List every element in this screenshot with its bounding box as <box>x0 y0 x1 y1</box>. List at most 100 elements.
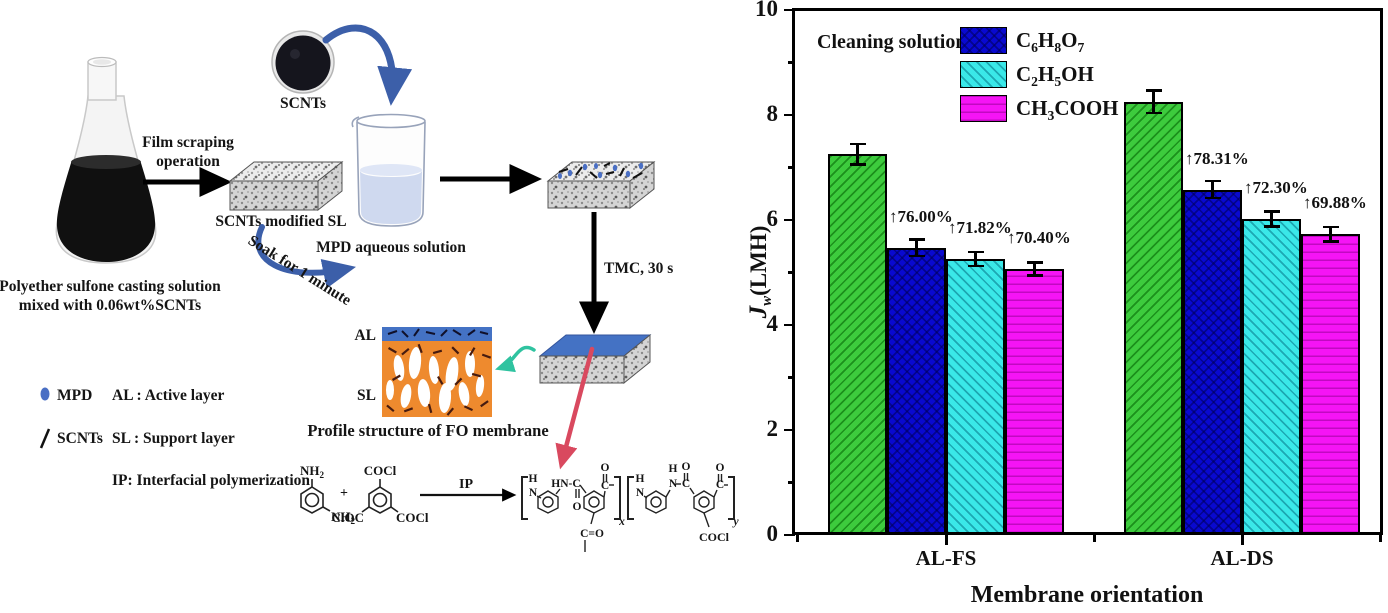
x-boundary-tick <box>796 535 799 542</box>
error-bar-cap-top <box>908 238 925 241</box>
error-bar-cap-top <box>1204 179 1221 183</box>
legend-swatch-c6h8o7 <box>960 27 1007 54</box>
tmc-molecule <box>361 479 399 514</box>
error-bar <box>1033 262 1036 276</box>
scnts-modified-sl-label: SCNTs modified SL <box>215 213 346 230</box>
flask-caption-line1: Polyether sulfone casting solution <box>0 278 221 295</box>
prod-o3: O <box>682 461 691 473</box>
x-major-tick <box>944 535 948 545</box>
recovery-annotation: ↑69.88% <box>1303 193 1367 213</box>
prod-c3: C <box>716 479 724 491</box>
prod-h3: H <box>669 463 678 475</box>
x-axis-title: Membrane orientation <box>970 582 1204 608</box>
chemistry-pointer-arrow <box>555 346 595 470</box>
prod-n1: N <box>529 487 538 499</box>
bar-AL-DS-s1 <box>1183 189 1242 535</box>
sl-layer-label: SL <box>357 387 376 404</box>
scnts-dashes <box>558 162 643 179</box>
prod-hnc: HN-C <box>551 478 580 490</box>
key-sl: SL : Support layer <box>112 430 235 447</box>
bar-AL-DS-s0 <box>1124 101 1183 535</box>
x-category-label: AL-DS <box>1210 546 1274 570</box>
key-scnts: SCNTs <box>57 430 103 447</box>
mpd-nh2-bottom: NH2 <box>331 509 356 526</box>
y-major-tick <box>784 113 795 117</box>
prod-o2: O <box>601 462 610 474</box>
scnts-powder <box>271 30 335 94</box>
tmc-label: TMC, 30 s <box>604 260 673 277</box>
tmc-cocl-right: COCl <box>396 510 429 525</box>
y-tick-label: 2 <box>766 416 779 441</box>
y-minor-tick <box>788 376 795 379</box>
error-bar-cap-bottom <box>849 163 866 166</box>
prod-c1: C <box>601 480 609 492</box>
y-major-tick <box>784 8 795 12</box>
y-tick-label: 10 <box>755 0 778 21</box>
prod-o1: O <box>573 501 582 513</box>
profile-caption: Profile structure of FO membrane <box>307 421 548 440</box>
legend-swatch-ch3cooh <box>960 95 1007 122</box>
error-bar <box>915 239 918 257</box>
error-bar <box>1329 226 1332 242</box>
error-bar-cap-top <box>967 250 984 253</box>
error-bar <box>1211 180 1214 199</box>
y-major-tick <box>784 533 795 537</box>
y-tick-label: 0 <box>766 521 779 546</box>
y-minor-tick <box>788 61 795 64</box>
x-major-tick <box>1240 535 1244 545</box>
y-major-tick <box>784 218 795 222</box>
key-mpd: MPD <box>57 387 92 404</box>
prod-c2: C <box>682 478 690 490</box>
recovery-annotation: ↑72.30% <box>1244 177 1308 197</box>
ylabel-unit: (LMH) <box>746 225 771 296</box>
y-tick-label: 4 <box>766 311 779 336</box>
recovery-annotation: ↑70.40% <box>1007 227 1071 247</box>
bar-AL-DS-s3 <box>1301 234 1360 535</box>
tmc-cocl-top: COCl <box>364 463 397 478</box>
key-al: AL : Active layer <box>112 387 224 404</box>
mpd-soaked-slab <box>546 160 656 210</box>
film-scraping-label-line1: Film scraping <box>142 134 234 151</box>
error-bar-cap-bottom <box>1026 274 1043 277</box>
legend-title: Cleaning solution: <box>817 31 974 53</box>
scnts-label: SCNTs <box>280 95 326 112</box>
bar-AL-FS-s3 <box>1005 268 1064 535</box>
error-bar-cap-bottom <box>908 254 925 258</box>
prod-n3: N <box>669 478 678 490</box>
flask-caption-line2: mixed with 0.06wt%SCNTs <box>19 297 201 314</box>
legend-label-ch3cooh: CH3COOH <box>1016 96 1119 124</box>
error-bar-cap-top <box>1322 225 1339 229</box>
fo-membrane-profile <box>382 327 492 417</box>
tmc-cloc-left: ClOC <box>332 510 365 525</box>
prod-ceo: C=O <box>580 528 604 540</box>
error-bar-cap-top <box>1145 89 1162 92</box>
soak-arrow <box>255 224 356 289</box>
prod-cocl: COCl <box>699 530 730 544</box>
error-bar <box>1152 90 1155 114</box>
recovery-annotation: ↑71.82% <box>948 217 1012 237</box>
prod-h2: H <box>636 473 645 485</box>
plus-sign: + <box>340 486 348 501</box>
error-bar-cap-top <box>849 142 866 146</box>
fo-membrane-slab <box>538 333 652 385</box>
legend-label-c6h8o7: C6H8O7 <box>1016 28 1085 56</box>
y-major-tick <box>784 428 795 432</box>
polyamide-product: H N HN-C O C O x N H N H C O C O y C=O C… <box>521 461 739 552</box>
scnts-slash-icon <box>39 428 51 449</box>
y-minor-tick <box>788 481 795 484</box>
recovery-annotation: ↑76.00% <box>889 206 953 226</box>
y-tick-label: 8 <box>766 101 779 126</box>
error-bar-cap-bottom <box>1322 240 1339 243</box>
prod-o4: O <box>716 462 725 474</box>
error-bar <box>974 251 977 267</box>
legend-label-c2h5oh: C2H5OH <box>1016 62 1094 90</box>
recovery-annotation: ↑78.31% <box>1185 148 1249 168</box>
y-minor-tick <box>788 166 795 169</box>
scnts-modified-sl-slab <box>228 160 344 212</box>
key-ip: IP: Interfacial polymerization <box>112 472 310 489</box>
error-bar-cap-top <box>1263 210 1280 213</box>
error-bar <box>856 143 859 165</box>
profile-pointer-arrow <box>494 345 536 373</box>
film-scraping-label-line2: operation <box>156 153 220 170</box>
